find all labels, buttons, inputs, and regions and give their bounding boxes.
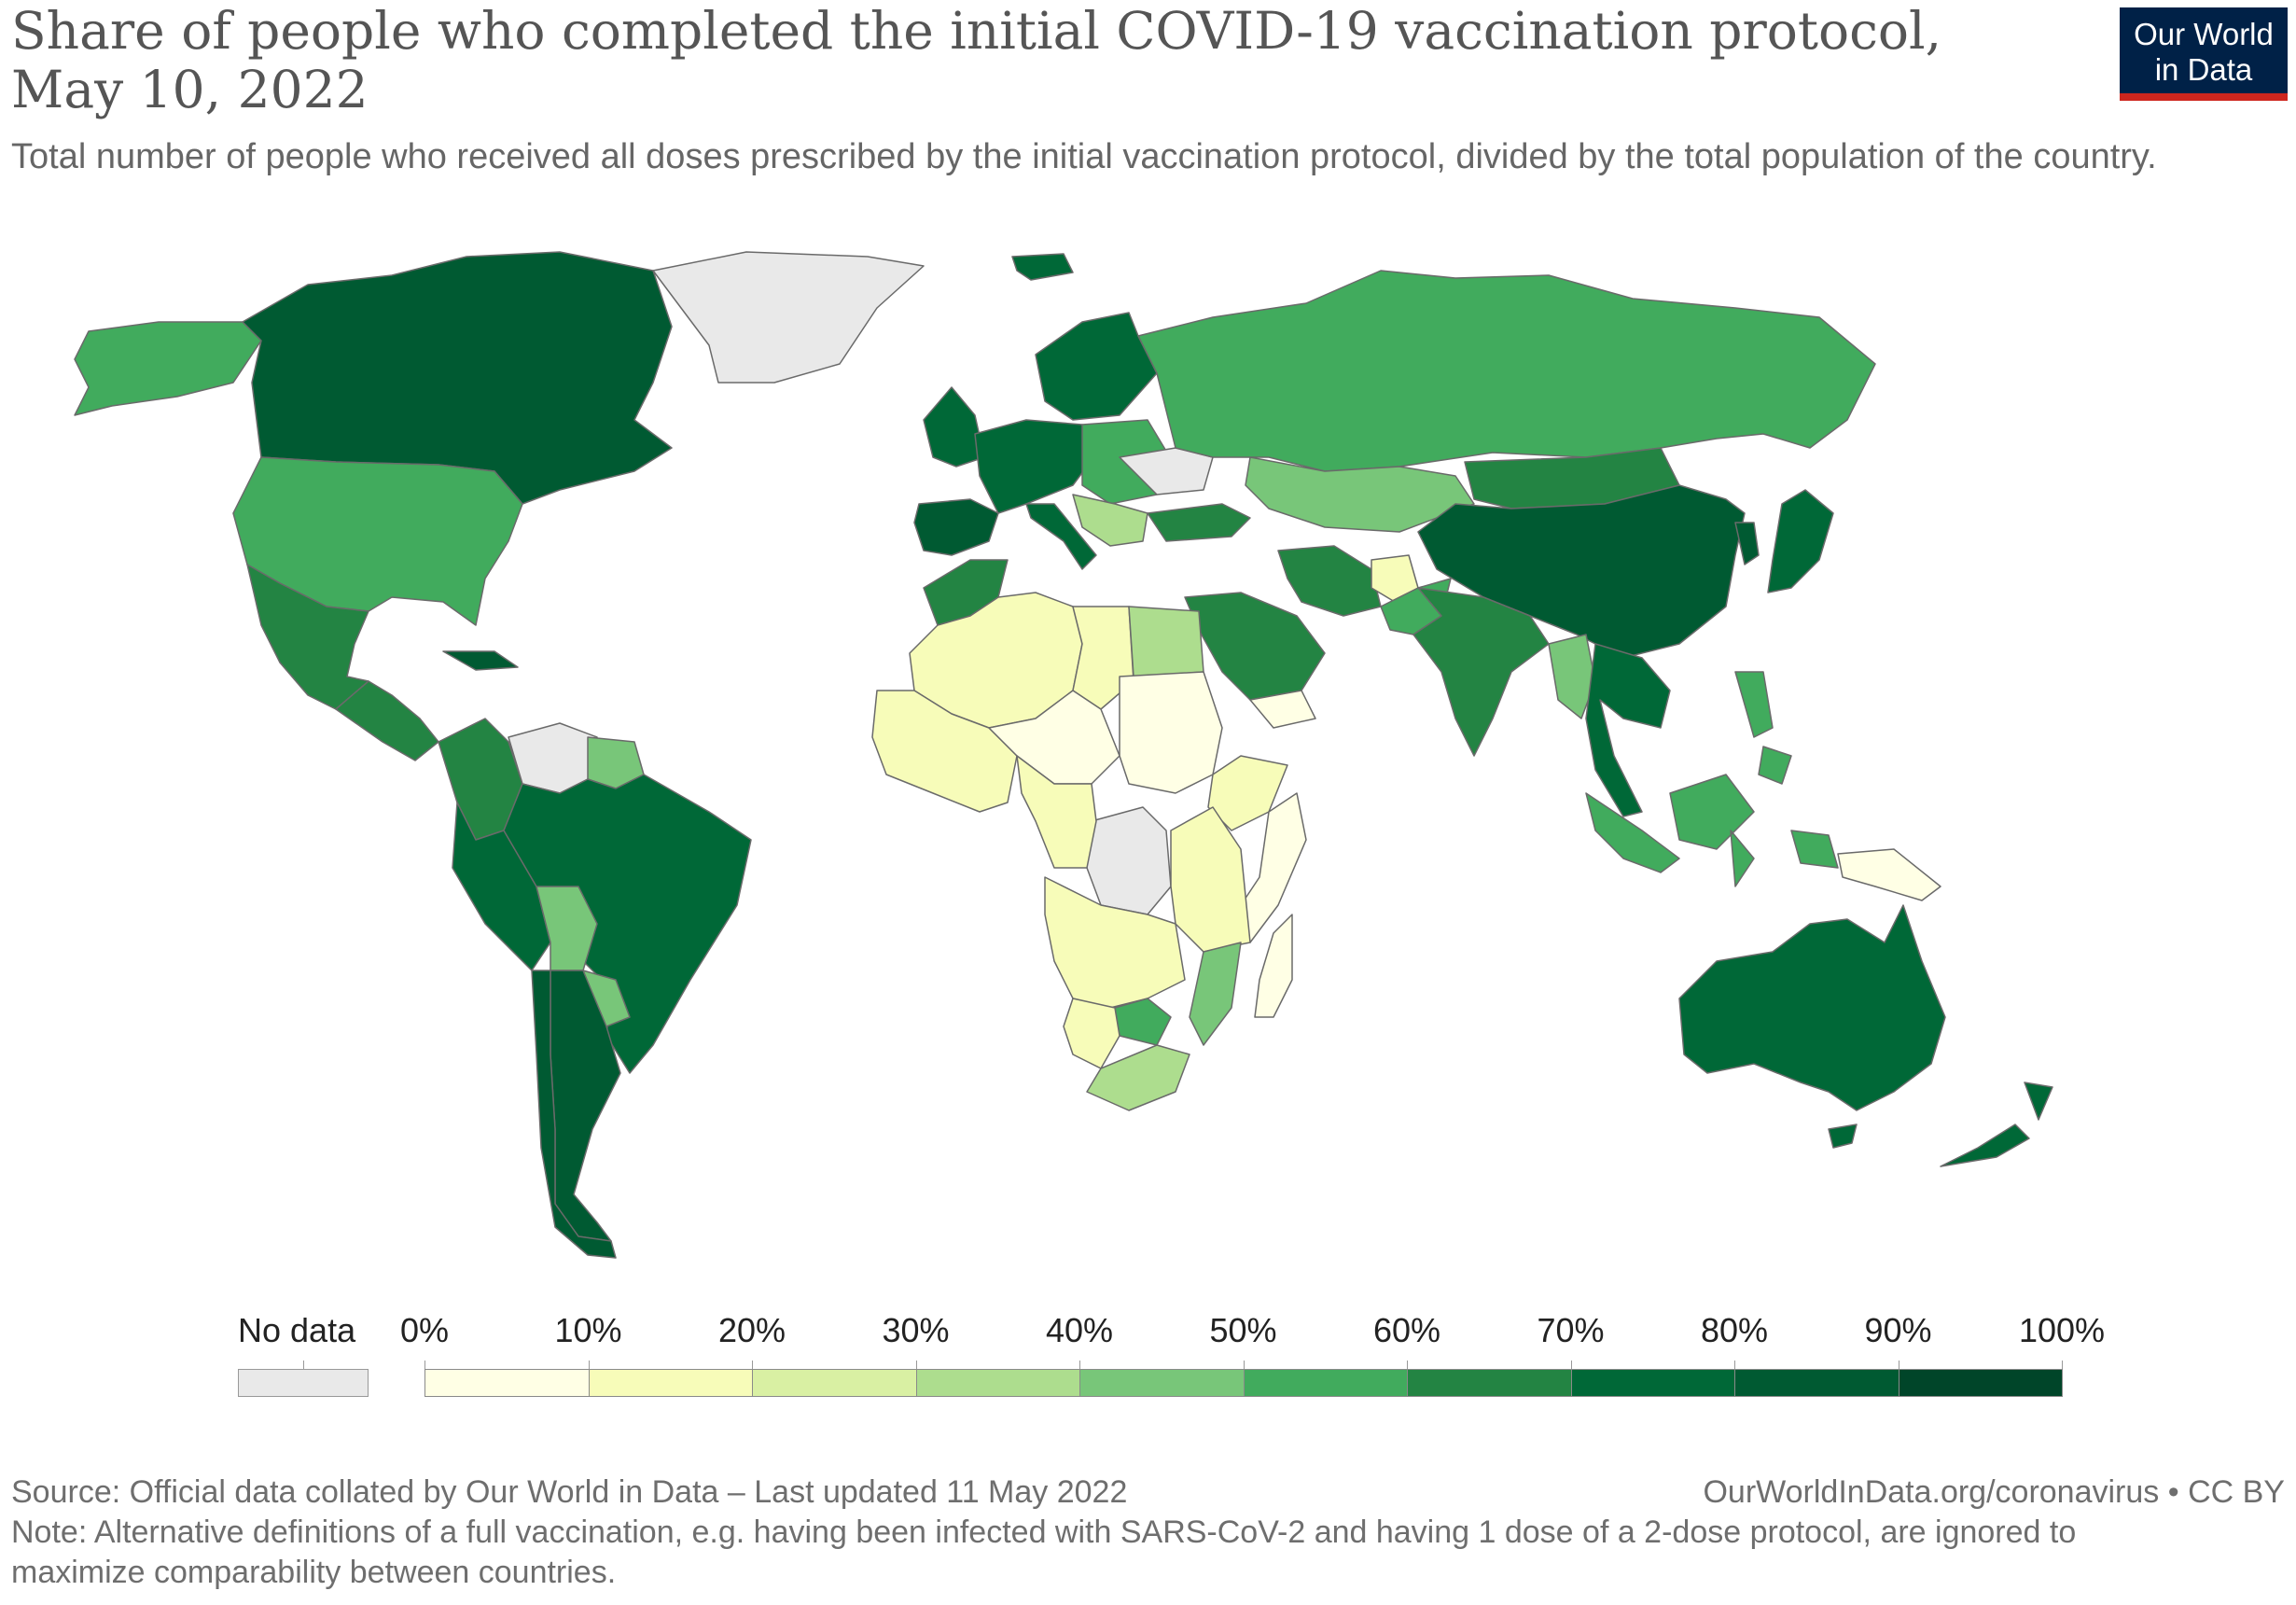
legend-tick-label: 40% (1045, 1311, 1114, 1349)
legend-bin-8[interactable] (1734, 1369, 1899, 1397)
legend-tick-label: 80% (1700, 1311, 1769, 1349)
region-iberia[interactable] (913, 498, 999, 556)
note-text: Note: Alternative definitions of a full … (11, 1514, 2077, 1590)
region-greenland[interactable] (652, 251, 925, 384)
region-philippines[interactable] (1734, 671, 1792, 785)
region-botswana[interactable] (1114, 998, 1172, 1046)
logo-line-1: Our World (2134, 17, 2274, 51)
license-link[interactable]: OurWorldInData.org/coronavirus • CC BY (1703, 1474, 2285, 1510)
legend-tick-label: 50% (1209, 1311, 1277, 1349)
legend-tick-label: 60% (1372, 1311, 1441, 1349)
legend-tick-mark (2062, 1361, 2063, 1369)
region-united-kingdom-ireland[interactable] (923, 386, 985, 468)
region-turkey[interactable] (1147, 503, 1251, 542)
region-iran[interactable] (1277, 545, 1382, 617)
legend-bin-6[interactable] (1407, 1369, 1572, 1397)
chart-title: Share of people who completed the initia… (11, 1, 1942, 119)
legend-no-data-swatch[interactable] (238, 1369, 369, 1397)
region-iceland[interactable] (1011, 253, 1074, 281)
legend-bin-4[interactable] (1079, 1369, 1245, 1397)
legend-tick-mark (588, 1361, 590, 1369)
legend-tick-label: 90% (1864, 1311, 1932, 1349)
region-china[interactable] (1417, 484, 1746, 659)
legend-bin-0[interactable] (424, 1369, 590, 1397)
region-balkans[interactable] (1072, 494, 1148, 547)
region-russia[interactable] (1137, 270, 1876, 472)
legend-tick-mark (1243, 1361, 1245, 1369)
region-western-europe[interactable] (974, 419, 1102, 514)
region-indonesia[interactable] (1585, 774, 1839, 887)
region-madagascar[interactable] (1254, 914, 1293, 1018)
region-dr-congo[interactable] (1086, 806, 1172, 915)
legend-no-data-tick (303, 1361, 304, 1369)
legend-tick-mark (1570, 1361, 1572, 1369)
region-india[interactable] (1412, 587, 1550, 757)
region-egypt[interactable] (1128, 606, 1204, 677)
source-text: Source: Official data collated by Our Wo… (11, 1474, 1128, 1510)
chart-subtitle: Total number of people who received all … (11, 137, 2157, 176)
region-central-america[interactable] (335, 680, 439, 761)
region-east-africa[interactable] (1170, 806, 1251, 953)
region-sudan[interactable] (1119, 671, 1223, 794)
legend-tick-mark (1734, 1361, 1735, 1369)
legend-tick-label: 30% (882, 1311, 950, 1349)
legend-tick-mark (752, 1361, 753, 1369)
region-papua-new-guinea[interactable] (1837, 848, 1941, 901)
legend-tick-label: 10% (554, 1311, 622, 1349)
legend-bin-9[interactable] (1898, 1369, 2063, 1397)
legend-bin-1[interactable] (588, 1369, 753, 1397)
region-yemen[interactable] (1249, 690, 1316, 729)
region-new-zealand[interactable] (1940, 1082, 2053, 1167)
legend-tick-mark (915, 1361, 917, 1369)
region-australia[interactable] (1678, 904, 1946, 1149)
legend-tick-mark (1407, 1361, 1408, 1369)
legend-bin-5[interactable] (1243, 1369, 1408, 1397)
region-alaska-united-states-[interactable] (74, 321, 262, 416)
region-central-africa[interactable] (1016, 755, 1097, 869)
region-ukraine[interactable] (1119, 447, 1214, 495)
legend-bin-3[interactable] (915, 1369, 1080, 1397)
owid-logo[interactable]: Our World in Data (2120, 7, 2288, 101)
legend-no-data-label: No data (238, 1311, 356, 1349)
legend-tick-label: 70% (1537, 1311, 1605, 1349)
legend-bin-7[interactable] (1570, 1369, 1735, 1397)
world-map[interactable] (0, 233, 2296, 1260)
legend-bin-2[interactable] (752, 1369, 917, 1397)
legend-tick-label: 0% (399, 1311, 450, 1349)
region-chile[interactable] (531, 970, 617, 1259)
region-japan[interactable] (1767, 489, 1834, 593)
region-korea[interactable] (1734, 522, 1760, 565)
region-west-africa[interactable] (871, 690, 1018, 813)
legend-tick-mark (424, 1361, 425, 1369)
region-scandinavia[interactable] (1035, 312, 1158, 421)
region-southeast-asia[interactable] (1585, 643, 1671, 817)
region-south-africa[interactable] (1086, 1044, 1190, 1111)
region-cuba[interactable] (442, 650, 519, 671)
legend-tick-mark (1079, 1361, 1080, 1369)
region-somalia[interactable] (1240, 792, 1307, 943)
logo-line-2: in Data (2154, 52, 2253, 87)
legend-tick-label: 20% (717, 1311, 786, 1349)
region-mozambique[interactable] (1189, 942, 1242, 1046)
legend-tick-label: 100% (2018, 1311, 2106, 1349)
region-italy[interactable] (1025, 503, 1097, 570)
region-namibia[interactable] (1063, 998, 1120, 1069)
